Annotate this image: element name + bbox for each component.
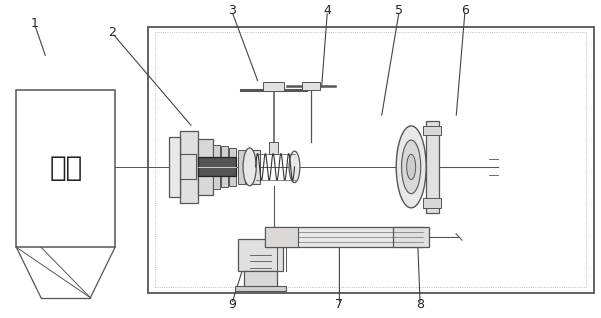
Bar: [221, 146, 228, 187]
Bar: [243, 271, 276, 291]
Ellipse shape: [401, 140, 421, 194]
Bar: [148, 27, 594, 293]
Bar: [230, 148, 236, 186]
Bar: [269, 142, 278, 154]
Bar: [393, 227, 429, 247]
Bar: [16, 90, 115, 247]
Text: 电机: 电机: [49, 155, 82, 183]
Ellipse shape: [289, 151, 300, 183]
Bar: [155, 32, 587, 287]
Text: 2: 2: [108, 26, 116, 39]
Bar: [423, 198, 441, 208]
Text: 1: 1: [31, 17, 38, 30]
Bar: [237, 239, 282, 271]
Bar: [263, 82, 284, 91]
Ellipse shape: [243, 148, 256, 186]
Ellipse shape: [407, 154, 416, 179]
Bar: [180, 131, 198, 203]
Text: 5: 5: [395, 4, 403, 17]
Text: 9: 9: [228, 298, 236, 310]
Bar: [302, 82, 320, 90]
Text: 4: 4: [323, 4, 331, 17]
Bar: [264, 227, 297, 247]
Bar: [264, 227, 423, 247]
Text: 8: 8: [416, 298, 424, 310]
Bar: [213, 145, 220, 189]
Bar: [235, 286, 285, 291]
Bar: [169, 137, 180, 197]
Bar: [423, 126, 441, 135]
Text: 6: 6: [461, 4, 469, 17]
Bar: [245, 149, 260, 184]
Ellipse shape: [396, 126, 426, 208]
Bar: [237, 149, 245, 184]
Bar: [198, 139, 213, 195]
Text: 7: 7: [335, 298, 343, 310]
Bar: [198, 157, 236, 176]
Bar: [426, 121, 439, 213]
Text: 3: 3: [228, 4, 236, 17]
